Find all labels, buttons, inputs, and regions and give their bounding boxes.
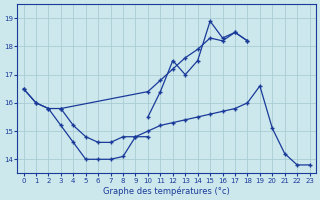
X-axis label: Graphe des températures (°c): Graphe des températures (°c) <box>103 186 230 196</box>
